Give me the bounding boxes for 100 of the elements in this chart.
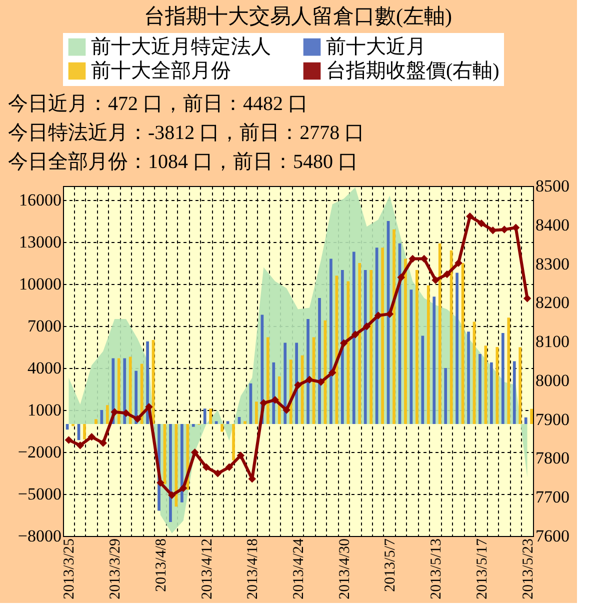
bar — [94, 419, 98, 424]
point — [122, 409, 130, 417]
text: 今日特法近月：-3812 口，前日：2778 口 — [8, 122, 365, 144]
point — [478, 219, 486, 228]
point — [110, 408, 118, 416]
bar — [209, 408, 212, 424]
bar — [244, 421, 246, 424]
point — [88, 432, 96, 441]
bar — [220, 424, 224, 432]
y2-tick-label: 7600 — [536, 526, 570, 546]
bar — [318, 298, 321, 424]
point — [432, 276, 440, 284]
point — [362, 322, 371, 330]
bar — [512, 361, 516, 424]
bar — [123, 358, 126, 424]
point — [523, 294, 532, 302]
point — [76, 442, 84, 450]
bar — [278, 376, 281, 424]
bar — [134, 370, 138, 424]
x-tick-label: 2013/5/13 — [428, 538, 445, 600]
bar — [370, 270, 373, 424]
bar — [226, 421, 230, 424]
bar — [416, 270, 418, 424]
bar — [266, 337, 270, 424]
bar — [524, 417, 528, 424]
legend-label: 台指期收盤價(右軸) — [326, 60, 500, 82]
bar — [496, 347, 499, 424]
bar — [467, 332, 470, 424]
y-tick-label: 13000 — [19, 232, 62, 252]
bar — [192, 424, 195, 427]
bar — [340, 270, 344, 424]
point — [134, 415, 142, 423]
x-tick-label: 2013/4/8 — [153, 538, 170, 592]
bar — [358, 263, 362, 424]
text: 今日全部月份：1084 口，前日：5480 口 — [8, 151, 358, 173]
legend-label: 前十大全部月份 — [91, 60, 231, 82]
point — [466, 212, 474, 220]
point — [271, 396, 279, 404]
y-tick-label: 4000 — [28, 358, 62, 378]
point — [168, 491, 176, 500]
point — [317, 378, 325, 386]
bar — [438, 243, 442, 424]
bar — [450, 250, 453, 424]
y-tick-label: 10000 — [19, 274, 62, 294]
bar — [364, 270, 367, 424]
x-tick-label: 2013/5/7 — [382, 538, 399, 592]
point — [202, 463, 210, 472]
x-tick-label: 2013/4/24 — [291, 538, 307, 600]
x-tick-label: 2013/3/25 — [62, 538, 78, 600]
y2-tick-label: 7800 — [536, 448, 570, 468]
bar — [518, 347, 522, 424]
point — [99, 439, 107, 447]
point — [236, 452, 245, 460]
point — [282, 406, 290, 414]
bar — [284, 342, 287, 424]
y2-tick-label: 8200 — [536, 293, 570, 312]
bar — [352, 252, 356, 424]
y-tick-label: −8000 — [18, 526, 62, 546]
point — [64, 436, 73, 444]
bar — [83, 424, 86, 440]
bar — [117, 358, 120, 424]
point — [190, 448, 199, 456]
point — [179, 484, 188, 492]
y2-tick-label: 8500 — [536, 176, 570, 196]
bar — [306, 319, 310, 424]
y-tick-label: −2000 — [18, 442, 62, 462]
bar — [421, 336, 424, 424]
point — [454, 259, 462, 267]
bar — [392, 229, 396, 424]
x-tick-label: 2013/5/23 — [520, 538, 536, 600]
chart-title: 台指期十大交易人留倉口數(左軸) — [144, 4, 452, 28]
point — [351, 330, 360, 338]
bar — [232, 424, 235, 460]
point — [214, 470, 222, 478]
point — [225, 463, 234, 472]
bar — [490, 362, 493, 424]
bar — [501, 333, 504, 424]
bar — [146, 341, 149, 424]
bar — [432, 296, 436, 424]
bar — [214, 421, 218, 424]
bar — [169, 424, 172, 522]
y-tick-label: −5000 — [18, 484, 62, 504]
bar — [330, 258, 332, 424]
point — [306, 376, 314, 384]
bar — [404, 258, 407, 424]
point — [294, 381, 302, 389]
bar — [381, 248, 384, 424]
bar — [106, 405, 109, 424]
bar — [444, 368, 448, 424]
y-tick-label: 1000 — [28, 400, 62, 420]
point — [340, 339, 348, 347]
x-tick-label: 2013/4/18 — [245, 538, 262, 600]
bar — [426, 285, 430, 424]
text: 今日近月：472 口，前日：4482 口 — [8, 93, 308, 115]
point — [443, 270, 451, 278]
x-tick-label: 2013/3/29 — [108, 538, 124, 600]
legend-label: 前十大近月 — [326, 36, 426, 58]
bar — [180, 424, 184, 502]
point — [328, 368, 336, 377]
y2-tick-label: 8000 — [536, 370, 570, 390]
